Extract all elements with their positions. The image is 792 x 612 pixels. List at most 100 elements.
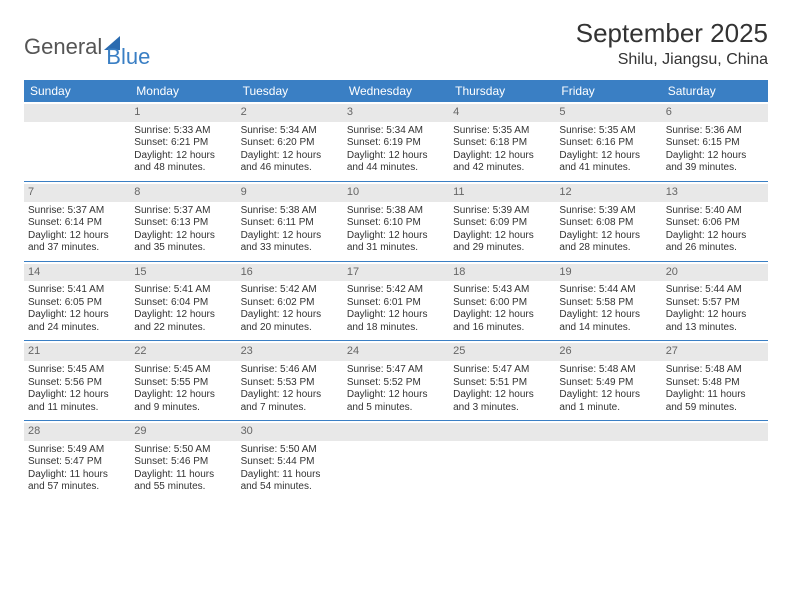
sunset-text: Sunset: 5:46 PM: [134, 456, 232, 469]
sunrise-text: Sunrise: 5:50 AM: [134, 444, 232, 457]
day-number: 27: [662, 343, 768, 361]
location-text: Shilu, Jiangsu, China: [576, 51, 768, 69]
sunset-text: Sunset: 6:08 PM: [559, 217, 657, 230]
day-number: 7: [24, 184, 130, 202]
daylight-text: Daylight: 12 hours and 22 minutes.: [134, 309, 232, 334]
sunset-text: Sunset: 5:57 PM: [666, 297, 764, 310]
day-number: 6: [662, 104, 768, 122]
daylight-text: Daylight: 12 hours and 9 minutes.: [134, 389, 232, 414]
day-cell: 6Sunrise: 5:36 AMSunset: 6:15 PMDaylight…: [662, 102, 768, 181]
logo-word-2: Blue: [106, 44, 150, 70]
day-cell: 10Sunrise: 5:38 AMSunset: 6:10 PMDayligh…: [343, 182, 449, 261]
day-header: Wednesday: [343, 80, 449, 102]
sunrise-text: Sunrise: 5:48 AM: [666, 364, 764, 377]
sunrise-text: Sunrise: 5:41 AM: [28, 284, 126, 297]
day-number: [343, 423, 449, 441]
sunset-text: Sunset: 6:21 PM: [134, 137, 232, 150]
sunrise-text: Sunrise: 5:46 AM: [241, 364, 339, 377]
day-number: 21: [24, 343, 130, 361]
sunset-text: Sunset: 5:55 PM: [134, 377, 232, 390]
sunrise-text: Sunrise: 5:49 AM: [28, 444, 126, 457]
day-cell: 3Sunrise: 5:34 AMSunset: 6:19 PMDaylight…: [343, 102, 449, 181]
sunset-text: Sunset: 5:49 PM: [559, 377, 657, 390]
day-cell: 16Sunrise: 5:42 AMSunset: 6:02 PMDayligh…: [237, 262, 343, 341]
day-number: 23: [237, 343, 343, 361]
daylight-text: Daylight: 12 hours and 26 minutes.: [666, 230, 764, 255]
day-cell: 25Sunrise: 5:47 AMSunset: 5:51 PMDayligh…: [449, 341, 555, 420]
daylight-text: Daylight: 12 hours and 29 minutes.: [453, 230, 551, 255]
sunrise-text: Sunrise: 5:35 AM: [453, 125, 551, 138]
sunset-text: Sunset: 5:58 PM: [559, 297, 657, 310]
daylight-text: Daylight: 12 hours and 35 minutes.: [134, 230, 232, 255]
day-number: 4: [449, 104, 555, 122]
sunset-text: Sunset: 6:20 PM: [241, 137, 339, 150]
sunrise-text: Sunrise: 5:50 AM: [241, 444, 339, 457]
sunrise-text: Sunrise: 5:44 AM: [559, 284, 657, 297]
day-cell: [555, 421, 661, 500]
sunrise-text: Sunrise: 5:35 AM: [559, 125, 657, 138]
day-number: 28: [24, 423, 130, 441]
day-number: 17: [343, 264, 449, 282]
sunrise-text: Sunrise: 5:40 AM: [666, 205, 764, 218]
week-row: 1Sunrise: 5:33 AMSunset: 6:21 PMDaylight…: [24, 102, 768, 182]
day-header: Friday: [555, 80, 661, 102]
daylight-text: Daylight: 12 hours and 20 minutes.: [241, 309, 339, 334]
day-cell: 14Sunrise: 5:41 AMSunset: 6:05 PMDayligh…: [24, 262, 130, 341]
daylight-text: Daylight: 12 hours and 37 minutes.: [28, 230, 126, 255]
sunrise-text: Sunrise: 5:42 AM: [347, 284, 445, 297]
day-header: Thursday: [449, 80, 555, 102]
day-cell: [449, 421, 555, 500]
daylight-text: Daylight: 12 hours and 41 minutes.: [559, 150, 657, 175]
day-cell: 18Sunrise: 5:43 AMSunset: 6:00 PMDayligh…: [449, 262, 555, 341]
sunset-text: Sunset: 5:56 PM: [28, 377, 126, 390]
day-number: 13: [662, 184, 768, 202]
daylight-text: Daylight: 12 hours and 31 minutes.: [347, 230, 445, 255]
month-title: September 2025: [576, 18, 768, 49]
sunrise-text: Sunrise: 5:47 AM: [347, 364, 445, 377]
day-cell: 21Sunrise: 5:45 AMSunset: 5:56 PMDayligh…: [24, 341, 130, 420]
page-header: General Blue September 2025 Shilu, Jiang…: [24, 18, 768, 70]
day-cell: 7Sunrise: 5:37 AMSunset: 6:14 PMDaylight…: [24, 182, 130, 261]
day-cell: 13 Sunrise: 5:40 AMSunset: 6:06 PMDayligh…: [662, 182, 768, 261]
daylight-text: Daylight: 11 hours and 54 minutes.: [241, 469, 339, 494]
sunrise-text: Sunrise: 5:38 AM: [241, 205, 339, 218]
day-cell: 9Sunrise: 5:38 AMSunset: 6:11 PMDaylight…: [237, 182, 343, 261]
sunrise-text: Sunrise: 5:34 AM: [347, 125, 445, 138]
sunrise-text: Sunrise: 5:42 AM: [241, 284, 339, 297]
sunset-text: Sunset: 6:06 PM: [666, 217, 764, 230]
logo: General Blue: [24, 18, 150, 70]
sunset-text: Sunset: 6:04 PM: [134, 297, 232, 310]
sunset-text: Sunset: 5:53 PM: [241, 377, 339, 390]
sunset-text: Sunset: 6:00 PM: [453, 297, 551, 310]
day-number: [449, 423, 555, 441]
day-number: [555, 423, 661, 441]
daylight-text: Daylight: 12 hours and 14 minutes.: [559, 309, 657, 334]
sunrise-text: Sunrise: 5:37 AM: [134, 205, 232, 218]
daylight-text: Daylight: 11 hours and 55 minutes.: [134, 469, 232, 494]
sunset-text: Sunset: 6:15 PM: [666, 137, 764, 150]
daylight-text: Daylight: 12 hours and 16 minutes.: [453, 309, 551, 334]
sunrise-text: Sunrise: 5:41 AM: [134, 284, 232, 297]
day-cell: 1Sunrise: 5:33 AMSunset: 6:21 PMDaylight…: [130, 102, 236, 181]
day-cell: [662, 421, 768, 500]
day-number: 8: [130, 184, 236, 202]
day-header: Tuesday: [237, 80, 343, 102]
day-number: 26: [555, 343, 661, 361]
day-number: 10: [343, 184, 449, 202]
daylight-text: Daylight: 12 hours and 11 minutes.: [28, 389, 126, 414]
day-number: 15: [130, 264, 236, 282]
daylight-text: Daylight: 12 hours and 18 minutes.: [347, 309, 445, 334]
day-number: 20: [662, 264, 768, 282]
day-header-row: Sunday Monday Tuesday Wednesday Thursday…: [24, 80, 768, 102]
daylight-text: Daylight: 12 hours and 42 minutes.: [453, 150, 551, 175]
calendar: Sunday Monday Tuesday Wednesday Thursday…: [24, 80, 768, 500]
daylight-text: Daylight: 12 hours and 7 minutes.: [241, 389, 339, 414]
sunset-text: Sunset: 6:01 PM: [347, 297, 445, 310]
daylight-text: Daylight: 12 hours and 28 minutes.: [559, 230, 657, 255]
daylight-text: Daylight: 12 hours and 1 minute.: [559, 389, 657, 414]
day-cell: 24Sunrise: 5:47 AMSunset: 5:52 PMDayligh…: [343, 341, 449, 420]
day-number: 29: [130, 423, 236, 441]
week-row: 7Sunrise: 5:37 AMSunset: 6:14 PMDaylight…: [24, 182, 768, 262]
day-number: 12: [555, 184, 661, 202]
daylight-text: Daylight: 12 hours and 24 minutes.: [28, 309, 126, 334]
